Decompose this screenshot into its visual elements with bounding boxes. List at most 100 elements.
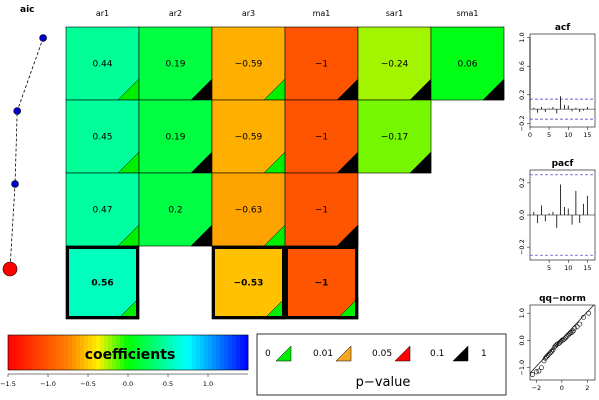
colorbar-segment: [220, 335, 225, 370]
colorbar-segment: [156, 335, 161, 370]
colorbar-segment: [64, 335, 69, 370]
qqnorm-y-tick-label: −1.0: [518, 360, 526, 376]
colorbar-segment: [184, 335, 189, 370]
qqnorm-point: [574, 324, 580, 330]
cell-value: −0.17: [381, 133, 409, 143]
acf-y-tick-label: 1.0: [518, 32, 526, 42]
colorbar-segment: [136, 335, 141, 370]
pvalue-swatch: [335, 345, 352, 362]
grid-cell-r4-ma1: −1: [284, 245, 359, 320]
colorbar-segment: [232, 335, 237, 370]
pacf-title: pacf: [552, 159, 574, 169]
colorbar-segment: [28, 335, 33, 370]
qqnorm-point: [586, 310, 592, 316]
colorbar-segment: [112, 335, 117, 370]
cell-value: −0.59: [235, 60, 263, 70]
colorbar-segment: [60, 335, 65, 370]
colorbar-segment: [48, 335, 53, 370]
qqnorm-point: [564, 333, 570, 339]
acf-x-tick-label: 0: [528, 131, 532, 139]
acf-panel: acf 1.0 0.6 0.2 −0.20 5 10 15: [518, 23, 596, 139]
pacf-x-tick-label: 15: [583, 264, 591, 272]
column-headers: ar1 ar2 ar3 ma1 sar1 sma1: [96, 9, 479, 18]
colorbar-segment: [128, 335, 133, 370]
qqnorm-point: [533, 369, 539, 375]
colorbar-segment: [228, 335, 233, 370]
column-header-ma1: ma1: [313, 9, 331, 18]
aic-point: [13, 107, 22, 115]
qqnorm-y-tick-label: 1.0: [518, 308, 526, 318]
acf-y-tick-label: 0.6: [518, 61, 526, 71]
grid-cell-r1-ar3: −0.59: [211, 26, 286, 101]
qqnorm-point: [570, 328, 576, 334]
colorbar-segment: [152, 335, 157, 370]
cell-value: −1: [315, 133, 328, 143]
qqnorm-point: [544, 354, 549, 360]
cell-fill: [65, 26, 140, 101]
pvalue-swatch: [394, 345, 411, 362]
column-header-ar3: ar3: [242, 9, 255, 18]
qqnorm-point: [547, 350, 553, 356]
column-header-ar2: ar2: [169, 9, 182, 18]
pvalue-legend: 0 0.01 0.05 0.1 1 p−value: [256, 333, 507, 396]
qqnorm-title: qq−norm: [539, 294, 586, 304]
colorbar-segment: [144, 335, 149, 370]
pacf-x-tick-label: 10: [564, 264, 572, 272]
colorbar-segment: [148, 335, 153, 370]
grid-cell-r1-sma1: 0.06: [430, 26, 505, 101]
cell-fill: [211, 99, 286, 174]
colorbar-segment: [52, 335, 57, 370]
cell-fill: [284, 26, 359, 101]
colorbar-tick-label: 1.0: [203, 380, 213, 388]
aic-point: [11, 180, 19, 188]
cell-value: 0.06: [457, 60, 477, 70]
cell-fill: [138, 99, 213, 174]
acf-y-tick-label: −0.2: [518, 116, 526, 132]
colorbar-segment: [208, 335, 213, 370]
qqnorm-point: [569, 329, 575, 335]
colorbar-segment: [56, 335, 61, 370]
colorbar-segment: [80, 335, 85, 370]
qqnorm-y-tick-label: 0.0: [518, 335, 526, 345]
colorbar-segment: [168, 335, 173, 370]
grid-cell-r2-ar3: −0.59: [211, 99, 286, 174]
colorbar-segment: [72, 335, 77, 370]
colorbar-segment: [104, 335, 109, 370]
colorbar-segment: [40, 335, 45, 370]
qqnorm-point: [562, 336, 567, 342]
aic-path-line: [9, 37, 44, 270]
cell-value: −1: [315, 60, 328, 70]
cell-value: −1: [315, 206, 328, 216]
colorbar-segment: [212, 335, 217, 370]
best-model-outline: [285, 246, 358, 319]
cell-value: −0.24: [381, 60, 409, 70]
colorbar-segment: [224, 335, 229, 370]
colorbar-segment: [44, 335, 49, 370]
grid-cell-r2-ar1: 0.45: [65, 99, 140, 174]
grid-cell-r1-ar2: 0.19: [138, 26, 213, 101]
cell-fill: [284, 99, 359, 174]
colorbar-segment: [132, 335, 137, 370]
colorbar-tick-label: −1.0: [40, 380, 56, 388]
cell-fill: [211, 172, 286, 247]
qqnorm-point: [550, 347, 556, 353]
qqnorm-point: [551, 344, 557, 350]
colorbar-segment: [84, 335, 89, 370]
colorbar-segment: [124, 335, 129, 370]
colorbar-segment: [188, 335, 193, 370]
coefficient-legend: coefficients −1.5 −1.0 −0.5 0.0 0.5 1.0: [0, 334, 249, 388]
aic-point: [39, 34, 47, 42]
colorbar-segment: [172, 335, 177, 370]
pvalue-items: 0 0.01 0.05 0.1 1: [265, 345, 487, 362]
cell-fill: [357, 26, 432, 101]
colorbar-segment: [120, 335, 125, 370]
colorbar-segment: [88, 335, 93, 370]
pvalue-marker: [409, 151, 432, 174]
best-model-outline: [66, 246, 139, 319]
aic-best-point: [2, 261, 18, 277]
best-model-outline: [212, 246, 285, 319]
grid-cell-r4-ar1: 0.56: [65, 245, 140, 320]
qqnorm-point: [542, 355, 548, 361]
acf-frame: [529, 33, 596, 128]
acf-y-tick-label: 0.2: [518, 90, 526, 100]
